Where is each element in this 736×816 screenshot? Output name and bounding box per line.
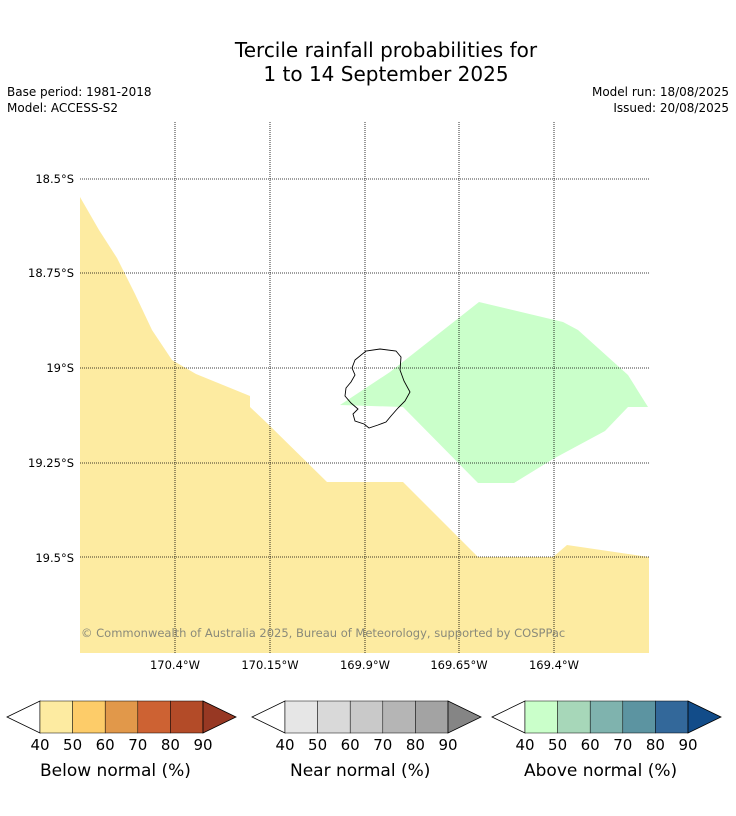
lon-label-169-4: 169.4°W bbox=[529, 658, 579, 672]
colorbar-over-triangle bbox=[447, 700, 482, 734]
lat-label-19: 19°S bbox=[46, 361, 74, 375]
legend-near-normal: 40 50 60 70 80 90 bbox=[251, 700, 483, 752]
legend-below-normal: 40 50 60 70 80 90 bbox=[6, 700, 238, 752]
colorbar-tick-40: 40 bbox=[515, 736, 534, 752]
legend-title-above: Above normal (%) bbox=[524, 761, 678, 781]
base-period-text: Base period: 1981-2018 bbox=[7, 85, 152, 99]
colorbar-tick-40: 40 bbox=[275, 736, 294, 752]
colorbar-tick-80: 80 bbox=[646, 736, 665, 752]
colorbar-segment-80 bbox=[415, 700, 449, 734]
lon-label-169-65: 169.65°W bbox=[430, 658, 487, 672]
lat-label-19-25: 19.25°S bbox=[28, 456, 74, 470]
colorbar-tick-60: 60 bbox=[341, 736, 360, 752]
colorbar-over-triangle bbox=[687, 700, 722, 734]
issued-text: Issued: 20/08/2025 bbox=[613, 101, 729, 115]
lat-label-19-5: 19.5°S bbox=[35, 551, 74, 565]
colorbar-segment-40 bbox=[524, 700, 558, 734]
lat-label-18-75: 18.75°S bbox=[28, 266, 74, 280]
colorbar-tick-70: 70 bbox=[613, 736, 632, 752]
colorbar-tick-50: 50 bbox=[548, 736, 567, 752]
meta-left: Base period: 1981-2018 Model: ACCESS-S2 bbox=[7, 84, 152, 116]
colorbar-segment-70 bbox=[382, 700, 416, 734]
colorbar-tick-70: 70 bbox=[128, 736, 147, 752]
meta-right: Model run: 18/08/2025 Issued: 20/08/2025 bbox=[592, 84, 729, 116]
colorbar-over-triangle bbox=[202, 700, 237, 734]
axis-labels: 18.5°S 18.75°S 19°S 19.25°S 19.5°S 170.4… bbox=[28, 172, 579, 672]
legend-title-near: Near normal (%) bbox=[290, 761, 431, 781]
colorbar-segment-60 bbox=[589, 700, 624, 734]
colorbar-segment-50 bbox=[317, 700, 351, 734]
colorbar-tick-60: 60 bbox=[96, 736, 115, 752]
colorbar-tick-50: 50 bbox=[63, 736, 82, 752]
colorbar-under-triangle bbox=[251, 700, 286, 734]
legend-above-normal: 40 50 60 70 80 90 bbox=[491, 700, 723, 752]
colorbar-segment-80 bbox=[170, 700, 204, 734]
lat-label-18-5: 18.5°S bbox=[35, 172, 74, 186]
colorbar-tick-70: 70 bbox=[373, 736, 392, 752]
colorbar-segment-50 bbox=[557, 700, 591, 734]
title-line-2: 1 to 14 September 2025 bbox=[263, 62, 509, 86]
colorbar-tick-90: 90 bbox=[193, 736, 212, 752]
legend-title-below: Below normal (%) bbox=[40, 761, 191, 781]
lon-label-170-4: 170.4°W bbox=[150, 658, 200, 672]
colorbar-segment-70 bbox=[137, 700, 171, 734]
above-normal-region bbox=[340, 302, 648, 483]
colorbar-tick-50: 50 bbox=[308, 736, 327, 752]
colorbar-tick-90: 90 bbox=[678, 736, 697, 752]
model-run-text: Model run: 18/08/2025 bbox=[591, 85, 729, 99]
map-title: Tercile rainfall probabilities for 1 to … bbox=[0, 38, 736, 86]
colorbar-tick-60: 60 bbox=[581, 736, 600, 752]
colorbar-segment-40 bbox=[284, 700, 318, 734]
colorbar-tick-90: 90 bbox=[438, 736, 457, 752]
copyright-text: © Commonwealth of Australia 2025, Bureau… bbox=[81, 626, 565, 640]
lon-label-169-9: 169.9°W bbox=[340, 658, 390, 672]
colorbar-under-triangle bbox=[491, 700, 526, 734]
lon-label-170-15: 170.15°W bbox=[241, 658, 298, 672]
colorbar-under-triangle bbox=[6, 700, 41, 734]
model-text: Model: ACCESS-S2 bbox=[7, 101, 119, 115]
gridlines bbox=[80, 122, 649, 653]
colorbar-above-normal: 40 50 60 70 80 90 bbox=[491, 700, 722, 752]
colorbar-segment-60 bbox=[349, 700, 384, 734]
colorbar-segment-70 bbox=[622, 700, 656, 734]
colorbar-tick-80: 80 bbox=[406, 736, 425, 752]
colorbar-tick-80: 80 bbox=[161, 736, 180, 752]
colorbar-segment-50 bbox=[72, 700, 106, 734]
colorbar-segment-60 bbox=[104, 700, 139, 734]
colorbar-segment-80 bbox=[655, 700, 689, 734]
colorbar-below-normal: 40 50 60 70 80 90 bbox=[6, 700, 237, 752]
colorbar-near-normal: 40 50 60 70 80 90 bbox=[251, 700, 482, 752]
below-normal-region bbox=[80, 197, 649, 653]
title-line-1: Tercile rainfall probabilities for bbox=[234, 38, 538, 62]
niue-coastline bbox=[344, 348, 411, 429]
colorbar-tick-40: 40 bbox=[30, 736, 49, 752]
colorbar-segment-40 bbox=[39, 700, 73, 734]
forecast-map: 18.5°S 18.75°S 19°S 19.25°S 19.5°S 170.4… bbox=[28, 122, 649, 672]
